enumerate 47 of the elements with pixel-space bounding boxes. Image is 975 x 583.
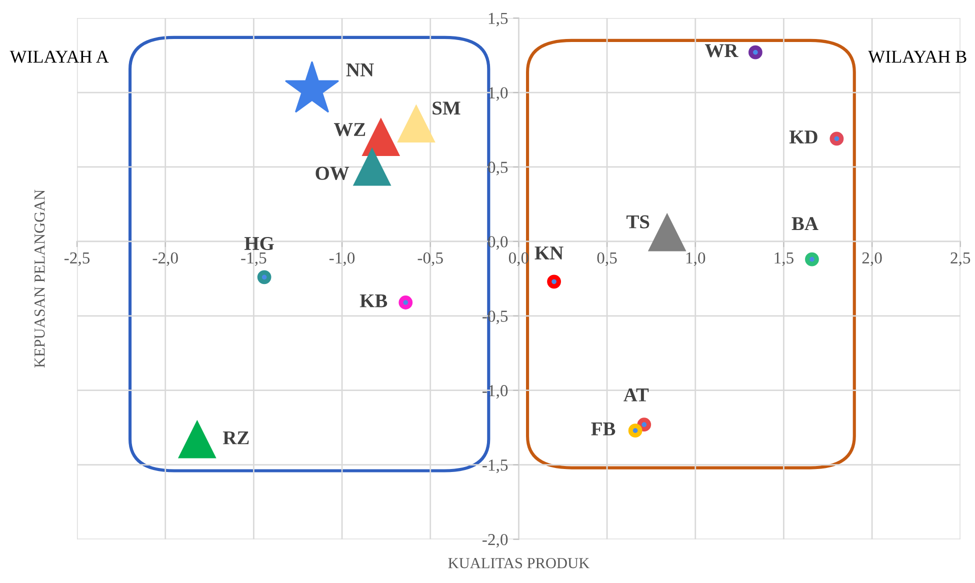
x-tick-label: -2,0 [152, 252, 178, 266]
y-axis-title: KEPUASAN PELANGGAN [34, 190, 45, 368]
x-tick-label: 1,5 [774, 252, 794, 266]
x-axis-title: KUALITAS PRODUK [448, 558, 590, 568]
series-label: WR [704, 44, 738, 58]
x-tick-label: 0,5 [597, 252, 617, 266]
series-label: KD [789, 130, 818, 144]
y-tick-label: -1,5 [482, 460, 508, 474]
x-tick-label: -1,5 [241, 252, 266, 266]
y-tick-label: -2,0 [482, 534, 508, 548]
point [805, 252, 819, 266]
x-tick-label: -2,5 [64, 252, 90, 266]
point [398, 296, 413, 310]
series-label: AT [624, 388, 649, 402]
series-label: WZ [334, 123, 366, 136]
y-tick-label: 1,0 [488, 87, 508, 101]
point [547, 274, 561, 289]
y-tick-label: 1,5 [488, 12, 508, 26]
annotation: WILAYAH A [10, 50, 109, 63]
series-label: NN [346, 63, 374, 76]
y-tick-label: -0,5 [482, 310, 508, 324]
annotation: WILAYAH B [868, 50, 966, 63]
series-label: BA [792, 217, 818, 230]
point [637, 418, 652, 432]
point [628, 424, 642, 438]
y-tick-label: 0,5 [488, 162, 508, 176]
y-tick-label: -1,0 [482, 385, 508, 399]
x-tick-label: -0,5 [418, 252, 443, 266]
point [257, 270, 272, 284]
series-label: HG [244, 236, 274, 250]
series-label: KN [534, 246, 564, 260]
point [648, 214, 686, 252]
series-label: OW [316, 166, 350, 180]
series-label: FB [591, 422, 616, 436]
series-label: SM [432, 102, 460, 115]
point [178, 420, 216, 458]
point [830, 132, 844, 146]
x-tick-label: 1,0 [686, 252, 706, 266]
y-tick-label: 0,0 [488, 236, 508, 250]
series-label: TS [626, 215, 650, 228]
series-label: RZ [222, 431, 249, 444]
x-tick-label: 2,5 [950, 252, 970, 266]
x-tick-label: 2,0 [862, 252, 882, 266]
series-label: KB [360, 294, 388, 308]
point [748, 45, 762, 60]
point [353, 148, 391, 186]
x-tick-label: -1,0 [329, 252, 355, 266]
